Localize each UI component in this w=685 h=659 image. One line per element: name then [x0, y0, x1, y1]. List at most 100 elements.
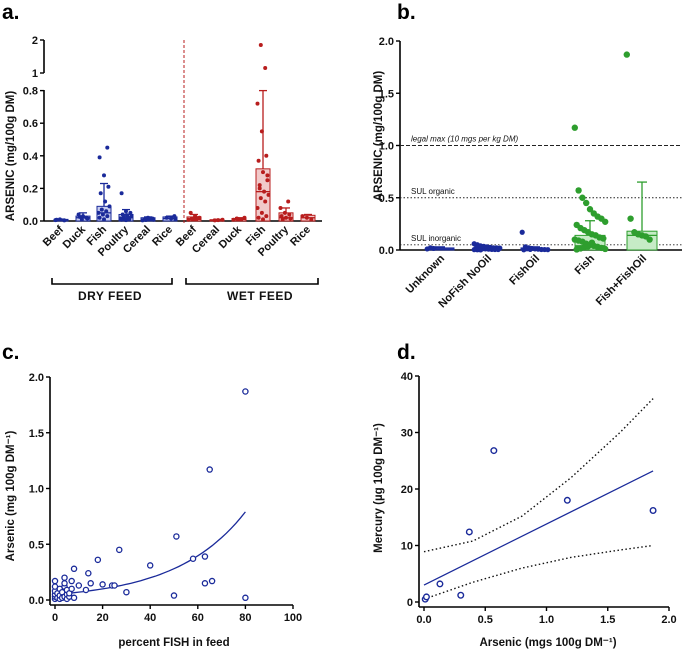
panel-b-ytick-label: 2.0: [379, 36, 394, 48]
panel-a-point: [212, 218, 217, 223]
panel-a-point: [288, 216, 293, 221]
panel-a-ytick-label: 0.2: [23, 183, 38, 195]
panel-a-point: [173, 217, 178, 222]
panel-a-point: [286, 199, 291, 204]
panel-b-point: [490, 246, 496, 252]
panel-d-xtick-label: 2.0: [661, 614, 676, 626]
panel-a-ytick-label: 0.6: [23, 118, 38, 130]
panel-c-ytick-label: 0.0: [29, 595, 44, 607]
panel-b-point: [519, 229, 525, 235]
panel-c-xtick-label: 20: [96, 612, 108, 624]
panel-d-ylabel: Mercury (µg 100g DM⁻¹): [373, 423, 385, 553]
panel-c-point: [85, 569, 92, 577]
panel-d-point: [436, 580, 444, 588]
panel-c-point: [206, 466, 213, 473]
panel-a-point: [164, 215, 169, 220]
panel-a-xtick-label: Duck: [217, 223, 245, 251]
panel-a-point: [143, 218, 148, 223]
panel-c-point: [82, 586, 90, 594]
panel-a-point: [140, 218, 145, 223]
panel-a-point: [264, 153, 269, 158]
panel-c-point: [68, 585, 75, 593]
panel-c-point: [123, 588, 130, 596]
panel-b-point: [478, 247, 484, 253]
panel-a-point: [124, 218, 128, 223]
panel-a-ytick-label: 0.4: [23, 151, 39, 163]
panel-d-ytick-label: 0: [407, 597, 413, 609]
panel-a-point: [235, 217, 240, 222]
panel-b-xtick-label: Fish+FishOil: [594, 253, 649, 308]
panel-a-chart: ARSENIC (mg/100g DM) DRY FEED WET FEED 0…: [5, 35, 322, 303]
panel-b-point: [431, 245, 437, 252]
panel-b-reference-label: SUL organic: [411, 187, 455, 196]
panel-c-point: [208, 577, 216, 585]
panel-a-point: [264, 214, 269, 219]
panel-c-xtick-label: 100: [284, 612, 302, 624]
panel-a-point: [102, 217, 106, 222]
panel-a-point: [259, 129, 264, 134]
panel-a-point: [255, 205, 260, 210]
panel-a-point: [96, 210, 101, 215]
panel-a-ytick-label: 1: [32, 68, 38, 80]
panel-a-point: [279, 214, 284, 219]
panel-c-xtick-label: 80: [239, 612, 251, 624]
panel-b-point: [527, 246, 533, 252]
panel-a-ylabel: ARSENIC (mg/100g DM): [5, 91, 17, 222]
panel-a-point: [105, 214, 110, 219]
panel-a-point: [97, 215, 102, 220]
panel-a-point: [257, 186, 262, 191]
panel-c-point: [94, 556, 102, 564]
panel-a-point: [266, 192, 271, 197]
panel-a-point: [280, 217, 285, 222]
panel-b-xtick-label: Unknown: [404, 252, 448, 296]
panel-c-xlabel: percent FISH in feed: [118, 637, 229, 649]
panel-a-xtick-label: Duck: [61, 223, 89, 251]
panel-a-point: [103, 199, 108, 204]
panel-d-point: [465, 528, 473, 536]
panel-a-point: [119, 217, 124, 222]
panel-c-point: [70, 594, 78, 602]
panel-a-point: [128, 210, 133, 215]
panel-b-reference-label: legal max (10 mgs per kg DM): [411, 135, 518, 144]
panel-a-point: [107, 204, 112, 209]
panel-a-point: [124, 209, 128, 214]
panel-b-point: [646, 236, 653, 243]
panel-a-xtick-label: Rice: [288, 224, 313, 249]
panel-d-point: [563, 496, 571, 504]
panel-c-point: [75, 582, 83, 589]
panel-a-group-wet: WET FEED: [227, 289, 293, 303]
panel-c-point: [116, 546, 123, 554]
panel-c-xtick-label: 60: [192, 612, 204, 624]
panel-a-point: [129, 214, 134, 219]
panel-a-point: [151, 217, 156, 222]
panel-d-xtick-label: 0.0: [416, 614, 431, 626]
panel-a-point: [256, 215, 261, 220]
panel-c-ytick-label: 1.0: [29, 484, 44, 496]
panel-a-point: [100, 212, 105, 217]
panel-b-point: [602, 245, 609, 253]
panel-c-xtick-label: 40: [144, 612, 156, 624]
panel-a-point: [97, 155, 102, 160]
panel-d-xtick-label: 1.0: [539, 614, 554, 626]
panel-a-point: [85, 216, 90, 221]
panel-a-bracket-dry: [51, 278, 173, 285]
panel-b-point: [571, 124, 578, 131]
panel-a-point: [282, 210, 287, 215]
panel-c-point: [99, 581, 106, 588]
panel-d-ytick-label: 20: [401, 484, 413, 496]
panel-c-point: [111, 582, 118, 589]
panel-a-point: [104, 209, 109, 214]
panel-c-ytick-label: 0.5: [29, 539, 44, 551]
panel-a-point: [258, 42, 263, 47]
panel-a-point: [57, 217, 62, 222]
panel-a-point: [256, 158, 261, 163]
panel-c-point: [70, 565, 78, 573]
panel-a-point: [188, 210, 193, 215]
panel-a-point: [54, 217, 59, 222]
panel-d-ytick-label: 40: [401, 371, 413, 383]
panel-a-point: [300, 214, 305, 219]
panel-b-ytick-label: 0.5: [379, 193, 394, 205]
panel-a-point: [304, 215, 309, 220]
panel-d-point: [457, 591, 465, 599]
